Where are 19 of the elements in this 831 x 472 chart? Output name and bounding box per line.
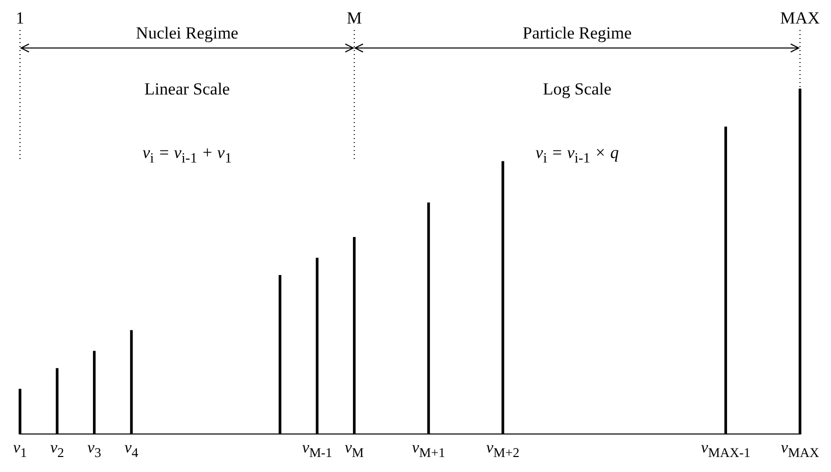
x-tick-label: v$_{M+1}$: [412, 440, 446, 460]
ref-line-label: MAX: [780, 8, 820, 28]
x-tick-label: v$_{M-1}$: [302, 440, 332, 460]
text: Nuclei Regime: [136, 24, 238, 42]
ref-line-label: 1: [16, 8, 24, 28]
text: Particle Regime: [522, 24, 632, 42]
annotation: Linear Scale: [144, 80, 230, 98]
ref-line-label: M: [346, 8, 362, 28]
x-tick-label: v$_{MAX}$: [780, 440, 820, 460]
x-tick-label: v$_{MAX-1}$: [701, 440, 750, 460]
annotation: v$_{i}$ = v$_{i-1}$ × q: [536, 143, 619, 167]
x-tick-label: v$_{1}$: [13, 440, 27, 460]
x-tick-label: v$_{4}$: [124, 440, 138, 460]
x-tick-label: v$_{3}$: [87, 440, 102, 460]
annotation: Log Scale: [542, 80, 612, 98]
x-tick-label: v$_{M}$: [344, 440, 364, 460]
annotation: v$_{i}$ = v$_{i-1}$ + v$_{1}$: [142, 143, 232, 167]
x-tick-label: v$_{M+2}$: [486, 440, 520, 460]
x-tick-label: v$_{2}$: [50, 440, 64, 460]
